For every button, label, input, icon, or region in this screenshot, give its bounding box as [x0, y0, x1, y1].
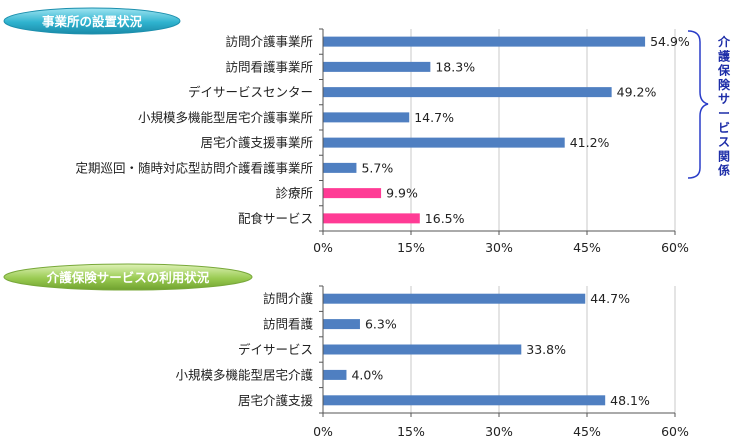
category-label: 居宅介護支援 — [238, 393, 314, 408]
bar — [323, 61, 431, 72]
x-tick-label: 60% — [661, 424, 689, 439]
chart2-title: 介護保険サービスの利用状況 — [46, 270, 210, 285]
bar — [323, 395, 606, 406]
chart1-title: 事業所の設置状況 — [42, 14, 143, 29]
data-label: 5.7% — [361, 160, 393, 175]
data-label: 33.8% — [526, 342, 566, 357]
chart2-plot: 0% 15% 30% 45% 60% 訪問介護 44.7% 訪問看護 6.3% デイサービス 33.… — [175, 285, 689, 439]
data-label: 4.0% — [351, 367, 383, 382]
bar — [323, 87, 612, 98]
category-label: 訪問看護事業所 — [225, 59, 313, 74]
category-label: 訪問看護 — [263, 317, 314, 332]
data-label: 41.2% — [570, 135, 610, 150]
category-label: 診療所 — [275, 186, 313, 201]
bracket-shape — [687, 30, 709, 179]
bar — [323, 112, 410, 123]
chart1-title-badge: 事業所の設置状況 — [3, 7, 181, 35]
data-label: 6.3% — [365, 317, 397, 332]
data-label: 9.9% — [386, 186, 418, 201]
data-label: 18.3% — [435, 59, 475, 74]
category-label: 訪問介護事業所 — [225, 34, 313, 49]
category-label: デイサービス — [238, 342, 313, 357]
bar — [323, 213, 420, 224]
x-tick-label: 30% — [485, 424, 513, 439]
bar — [323, 162, 357, 173]
x-tick-label: 0% — [313, 424, 333, 439]
x-tick-label: 15% — [397, 424, 425, 439]
category-label: 小規模多機能型居宅介護 — [175, 367, 313, 382]
category-label: デイサービスセンター — [188, 85, 313, 100]
x-tick-label: 60% — [661, 240, 689, 255]
x-tick-label: 30% — [485, 240, 513, 255]
category-label: 訪問介護 — [263, 291, 314, 306]
bar — [323, 293, 586, 304]
bar — [323, 369, 347, 380]
data-label: 49.2% — [617, 85, 657, 100]
chart2-title-badge: 介護保険サービスの利用状況 — [3, 263, 253, 291]
data-label: 16.5% — [425, 211, 465, 226]
chart1-plot: 0% 15% 30% 45% 60% 訪問介護事業所 54.9% 訪問看護事業所 18.3% デイ… — [75, 28, 690, 255]
bar — [323, 188, 382, 199]
bar — [323, 319, 360, 330]
data-label: 14.7% — [414, 110, 454, 125]
category-label: 定期巡回・随時対応型訪問介護看護事業所 — [75, 160, 313, 175]
data-label: 44.7% — [590, 291, 630, 306]
bar — [323, 344, 522, 355]
data-label: 48.1% — [610, 393, 650, 408]
bar — [323, 36, 646, 47]
category-label: 居宅介護支援事業所 — [200, 135, 313, 150]
category-label: 小規模多機能型居宅介護事業所 — [138, 110, 313, 125]
x-tick-label: 45% — [573, 240, 601, 255]
x-tick-label: 15% — [397, 240, 425, 255]
x-tick-label: 45% — [573, 424, 601, 439]
bar — [323, 137, 565, 148]
bracket-annotation-text: 介護保険サービス関係 — [717, 34, 731, 178]
data-label: 54.9% — [650, 34, 690, 49]
x-tick-label: 0% — [313, 240, 333, 255]
category-label: 配食サービス — [238, 211, 313, 226]
service-bracket-annotation: 介護保険サービス関係 — [687, 30, 731, 179]
